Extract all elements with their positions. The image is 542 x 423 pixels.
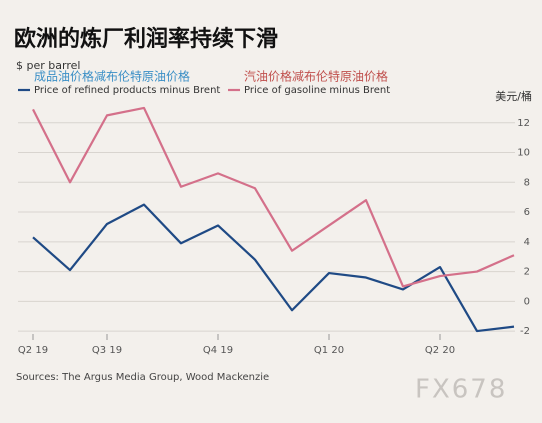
- legend-label-zh: 汽油价格减布伦特原油价格: [244, 69, 388, 84]
- legend-label: Price of refined products minus Brent: [34, 85, 220, 96]
- y-tick-label: 6: [524, 207, 530, 218]
- y-tick-label: 4: [524, 237, 530, 248]
- y-tick-label: -2: [520, 326, 530, 337]
- source: Sources: The Argus Media Group, Wood Mac…: [16, 372, 269, 383]
- watermark: FX678: [415, 375, 507, 405]
- y-unit: $ per barrel: [16, 59, 80, 72]
- y-tick-label: 10: [517, 148, 530, 159]
- x-tick-label: Q3 19: [92, 345, 122, 356]
- series-line: [32, 106, 515, 288]
- y-tick-label: 2: [524, 267, 530, 278]
- legend-label-zh: 成品油价格减布伦特原油价格: [34, 69, 190, 84]
- chart-title: 欧洲的炼厂利润率持续下滑: [14, 26, 278, 52]
- legend-label: Price of gasoline minus Brent: [244, 85, 390, 96]
- y-tick-label: 0: [524, 296, 530, 307]
- y-tick-label: 12: [517, 118, 530, 129]
- x-tick-label: Q2 19: [18, 345, 48, 356]
- x-tick-label: Q1 20: [314, 345, 344, 356]
- y-unit-zh: 美元/桶: [495, 89, 532, 103]
- x-tick-label: Q2 20: [425, 345, 455, 356]
- y-tick-label: 8: [524, 177, 530, 188]
- series-line: [32, 203, 515, 333]
- x-tick-label: Q4 19: [203, 345, 233, 356]
